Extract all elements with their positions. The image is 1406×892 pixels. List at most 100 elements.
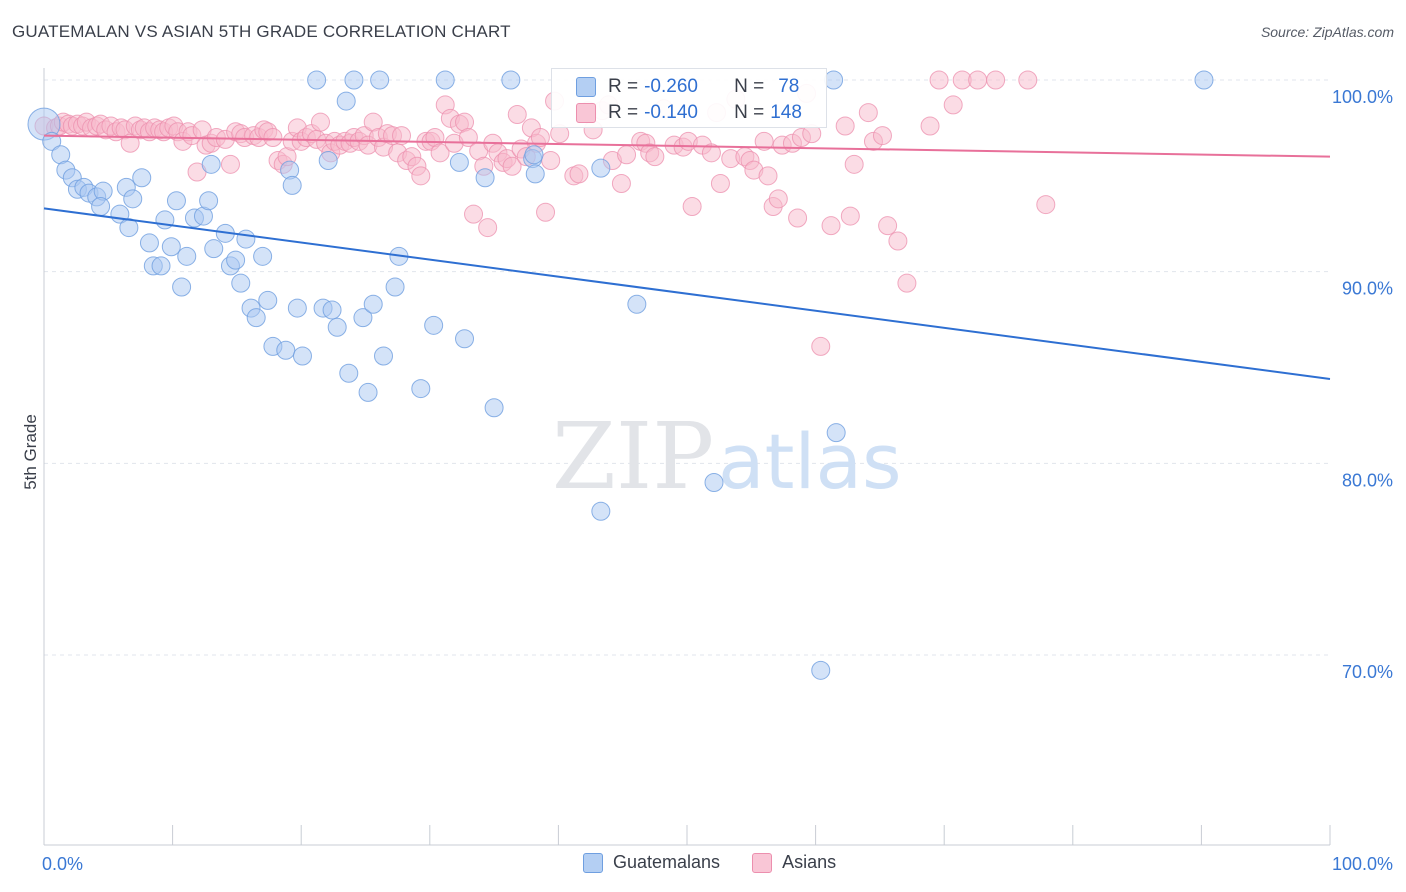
asians-point — [986, 70, 1006, 90]
guatemalans-point — [824, 70, 844, 90]
asians-point — [821, 216, 841, 236]
guatemalans-point — [42, 131, 62, 151]
y-tick-label: 70.0% — [1342, 662, 1393, 682]
y-axis-title: 5th Grade — [21, 414, 40, 490]
asians-point — [840, 206, 860, 226]
guatemalans-point — [287, 298, 307, 318]
r-value: -0.140 — [644, 102, 698, 123]
asians-point — [310, 112, 330, 132]
guatemalans-legend-swatch — [583, 852, 603, 873]
stats-row-guatemalans: R = -0.260 N = 78 — [576, 75, 799, 99]
guatemalans-point — [484, 398, 504, 418]
guatemalans-point — [177, 246, 197, 266]
asians-point — [1036, 195, 1056, 215]
asians-point — [611, 174, 631, 193]
guatemalans-point — [591, 158, 611, 178]
guatemalans-point — [231, 273, 251, 293]
asians-point — [701, 143, 721, 163]
guatemalans-point — [475, 168, 495, 188]
x-tick-label: 0.0% — [42, 854, 83, 874]
asians-point — [478, 218, 498, 238]
guatemalans-point — [501, 70, 521, 90]
guatemalans-point — [591, 501, 611, 521]
y-tick-label: 100.0% — [1332, 87, 1393, 107]
chart-title: GUATEMALAN VS ASIAN 5TH GRADE CORRELATIO… — [12, 22, 511, 41]
asians-point — [541, 151, 561, 170]
r-value: -0.260 — [644, 76, 698, 97]
guatemalans-point — [353, 308, 373, 328]
asians-point — [120, 133, 140, 153]
guatemalans-point — [411, 379, 431, 399]
asians-points — [34, 70, 1056, 356]
guatemalans-point — [358, 382, 378, 402]
asians-point — [844, 154, 864, 174]
asians-point — [530, 128, 550, 147]
guatemalans-point — [524, 145, 544, 165]
asians-point — [929, 70, 949, 90]
r-label: R = — [608, 76, 639, 97]
n-label: N = — [734, 102, 765, 123]
guatemalans-point — [91, 197, 111, 216]
legend: Guatemalans Asians — [583, 852, 836, 873]
guatemalans-point — [339, 363, 359, 383]
y-tick-label: 90.0% — [1342, 279, 1393, 299]
guatemalans-point — [282, 175, 302, 195]
r-label: R = — [608, 102, 639, 123]
watermark-atlas: atlas — [718, 417, 902, 506]
asians-point — [758, 166, 778, 186]
guatemalans-point — [318, 151, 338, 170]
stats-row-asians: R = -0.140 N = 148 — [576, 101, 802, 125]
asians-point — [858, 103, 878, 123]
asians-trend-line — [43, 134, 1331, 158]
guatemalans-point — [119, 218, 139, 238]
asians-point — [754, 131, 774, 151]
asians-point — [878, 216, 898, 236]
x-tick-label: 100.0% — [1332, 854, 1393, 874]
y-tick-label: 80.0% — [1342, 470, 1393, 490]
guatemalans-point — [370, 70, 390, 90]
guatemalans-point — [344, 70, 364, 90]
asians-point — [710, 174, 730, 193]
guatemalans-point — [307, 70, 327, 90]
guatemalans-point — [627, 294, 647, 314]
asians-point — [920, 116, 940, 136]
legend-label: Asians — [782, 852, 837, 872]
stats-box: R = -0.260 N = 78 R = -0.140 N = 148 — [551, 68, 827, 128]
guatemalans-point — [525, 164, 545, 184]
n-label: N = — [734, 76, 765, 97]
asians-point — [897, 273, 917, 293]
guatemalans-point — [322, 300, 342, 320]
legend-item-asians[interactable]: Asians — [752, 852, 836, 873]
guatemalans-point — [811, 660, 831, 680]
asians-legend-swatch — [752, 852, 773, 873]
guatemalans-point — [199, 191, 219, 211]
guatemalans-point — [236, 229, 256, 249]
asians-point — [536, 202, 556, 222]
asians-point — [392, 126, 412, 146]
guatemalans-point — [385, 277, 405, 297]
asians-point — [943, 95, 963, 115]
asians-point — [835, 116, 855, 136]
guatemalans-point — [449, 152, 469, 172]
guatemalans-point — [374, 346, 394, 366]
asians-point — [968, 70, 988, 90]
guatemalans-point — [826, 423, 846, 443]
guatemalans-point — [204, 239, 224, 259]
guatemalans-point — [455, 329, 475, 349]
guatemalans-point — [704, 473, 724, 492]
guatemalans-point — [172, 277, 192, 297]
guatemalans-point — [139, 233, 159, 253]
asians-point — [1018, 70, 1038, 90]
guatemalans-point — [253, 246, 273, 266]
axes — [43, 68, 1331, 846]
guatemalans-trend-line — [43, 207, 1331, 380]
axis-labels: 100.0% 90.0% 80.0% 70.0% 0.0% 100.0% 5th Grade — [21, 87, 1393, 874]
n-value: 78 — [778, 76, 800, 97]
asians-point — [411, 166, 431, 186]
asians-point — [464, 204, 484, 224]
guatemalans-point — [258, 290, 278, 310]
guatemalans-point — [226, 250, 246, 270]
asians-point — [811, 336, 831, 356]
legend-item-guatemalans[interactable]: Guatemalans — [583, 852, 720, 873]
guatemalans-point — [336, 91, 356, 111]
